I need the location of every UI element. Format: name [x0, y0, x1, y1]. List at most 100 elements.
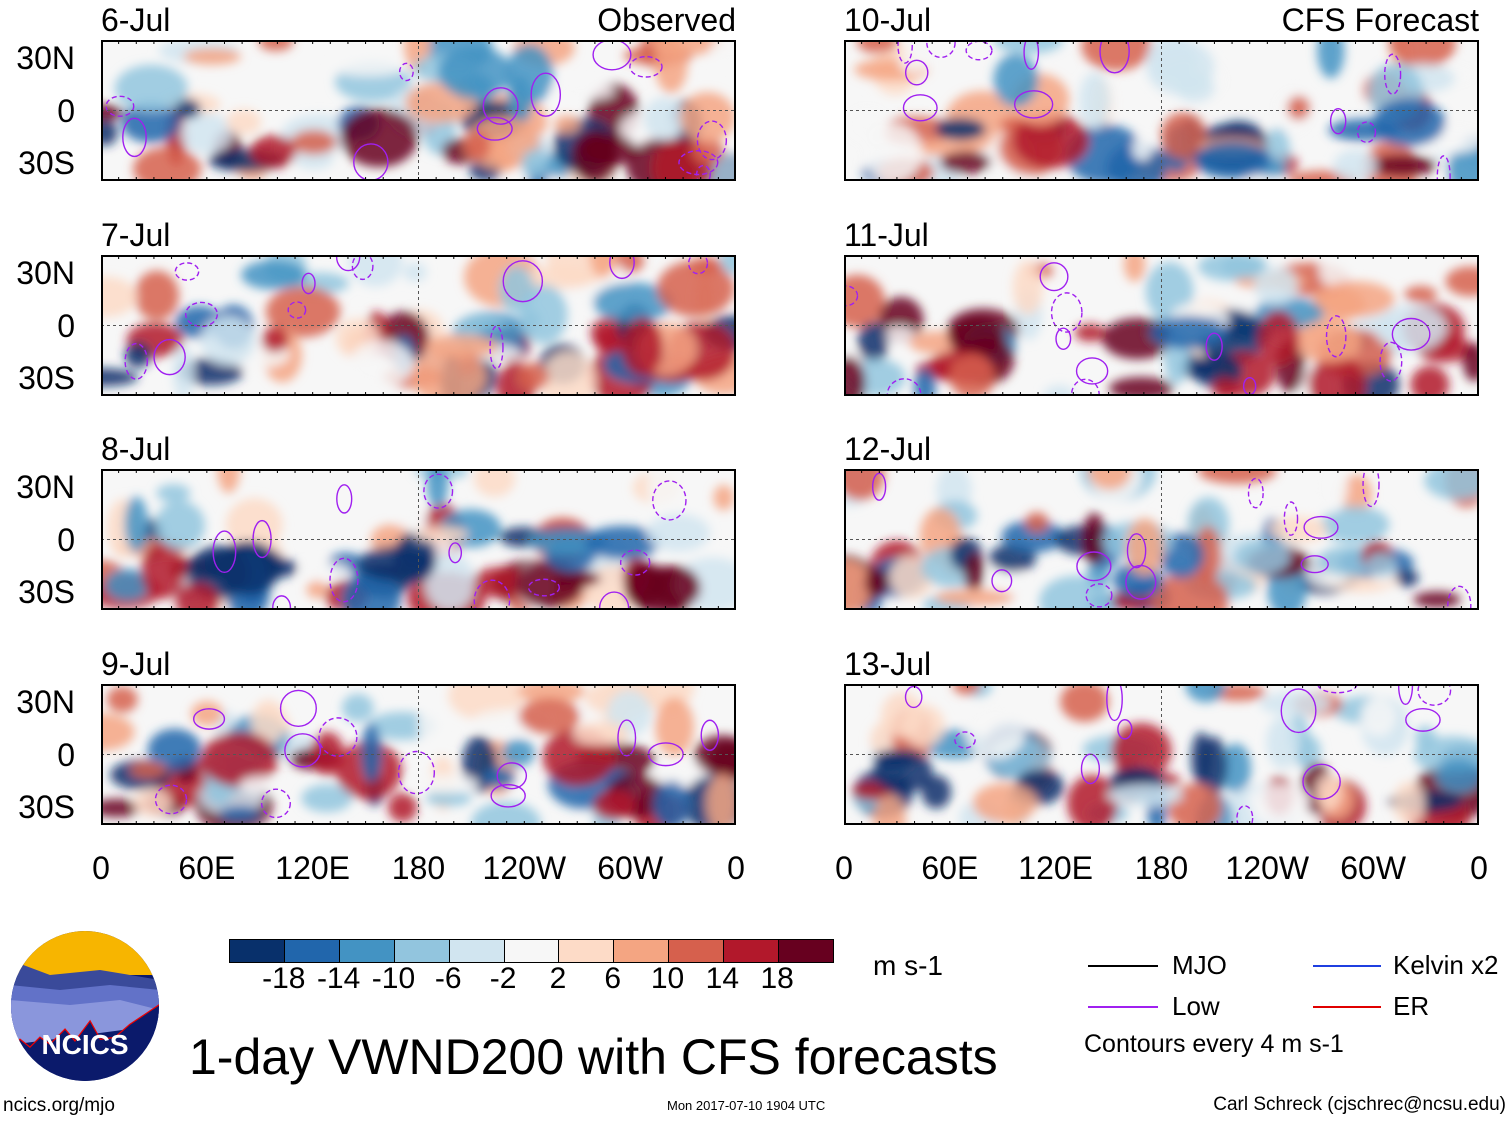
anomaly-blob [1414, 725, 1437, 750]
map-panel [101, 684, 736, 825]
low-contour [192, 708, 226, 730]
anomaly-blob [414, 526, 468, 543]
anomaly-blob [1131, 137, 1153, 162]
low-contour [185, 301, 219, 328]
anomaly-blob [239, 776, 276, 795]
anomaly-blob [1436, 758, 1479, 793]
anomaly-blob [517, 684, 585, 704]
anomaly-blob [172, 344, 195, 396]
panel-date-label: 6-Jul [101, 2, 171, 38]
anomaly-blob [1174, 73, 1216, 103]
anomaly-blob [694, 735, 736, 776]
anomaly-blob [1247, 784, 1311, 817]
low-contour [490, 783, 526, 808]
anomaly-blob [1308, 355, 1366, 396]
low-contour [502, 260, 544, 303]
anomaly-blob [1106, 142, 1168, 181]
anomaly-blob [1107, 784, 1184, 807]
low-contour [619, 549, 651, 576]
anomaly-blob [133, 147, 202, 181]
anomaly-blob [856, 40, 898, 54]
legend-line-low [1088, 1006, 1158, 1008]
anomaly-blob [593, 282, 673, 323]
anomaly-blob [357, 546, 437, 582]
colorbar-swatch [394, 940, 450, 962]
anomaly-blob [1319, 255, 1352, 288]
anomaly-blob [1320, 505, 1390, 544]
anomaly-blob [541, 351, 596, 396]
colorbar-swatch [339, 940, 395, 962]
anomaly-blob [643, 97, 685, 141]
anomaly-blob [646, 513, 711, 552]
lat-tick-label: 30S [18, 789, 75, 825]
lon-tick-label: 180 [391, 850, 446, 886]
anomaly-blob [1360, 696, 1396, 737]
low-contour [1075, 357, 1109, 385]
anomaly-blob [549, 82, 615, 100]
anomaly-blob [300, 562, 350, 579]
anomaly-blob [258, 40, 294, 52]
anomaly-blob [101, 798, 142, 818]
low-contour [1076, 551, 1112, 582]
low-contour [336, 484, 353, 514]
anomaly-blob [473, 469, 516, 497]
anomaly-blob [873, 749, 933, 794]
low-contour [902, 94, 938, 122]
colorbar [229, 939, 834, 963]
low-contour [1303, 515, 1339, 539]
low-contour [482, 87, 519, 125]
lon-tick-label: 60W [1340, 850, 1407, 886]
anomaly-blob [424, 552, 475, 610]
anomaly-blob [1259, 691, 1332, 716]
anomaly-blob [1200, 736, 1228, 795]
anomaly-blob [1012, 113, 1090, 169]
anomaly-blob [340, 108, 418, 168]
anomaly-blob [902, 704, 945, 747]
lon-tick-label: 180 [1134, 850, 1189, 886]
anomaly-blob [1194, 526, 1222, 582]
lat-tick-label: 0 [57, 737, 75, 773]
lat-tick-label: 30S [18, 360, 75, 396]
anomaly-blob [225, 498, 283, 552]
colorbar-swatch [779, 940, 833, 962]
anomaly-blob [654, 40, 688, 94]
anomaly-blob [106, 686, 138, 713]
legend-label-kelvin: Kelvin x2 [1393, 950, 1499, 980]
anomaly-blob [217, 469, 240, 494]
panel-date-label: 8-Jul [101, 431, 171, 467]
anomaly-blob [1211, 377, 1239, 396]
anomaly-blob [124, 496, 149, 553]
anomaly-blob [301, 784, 353, 813]
anomaly-blob [241, 260, 307, 290]
colorbar-tick-label: 14 [705, 962, 740, 995]
low-contour [871, 472, 887, 501]
low-contour [122, 117, 147, 158]
anomaly-blob [412, 774, 480, 794]
low-contour [527, 578, 560, 597]
anomaly-blob [200, 731, 279, 788]
anomaly-blob [331, 57, 406, 77]
low-contour [1447, 585, 1472, 610]
anomaly-blob [155, 500, 206, 551]
anomaly-blob [418, 707, 441, 742]
low-contour [301, 272, 316, 295]
anomaly-blob [101, 368, 139, 387]
anomaly-blob [1413, 591, 1461, 608]
anomaly-blob [1257, 310, 1300, 367]
lat-tick-label: 30S [18, 574, 75, 610]
anomaly-blob [1388, 40, 1456, 69]
anomaly-blob [134, 270, 179, 321]
colorbar-tick-label: 10 [650, 962, 685, 995]
author-credit[interactable]: Carl Schreck (cjschrec@ncsu.edu) [1213, 1094, 1506, 1115]
anomaly-blob [200, 316, 256, 366]
colorbar-tick-label: -6 [434, 962, 462, 995]
low-contour [678, 150, 719, 176]
low-contour [991, 569, 1013, 593]
anomaly-blob [1333, 149, 1378, 181]
website-link[interactable]: ncics.org/mjo [3, 1095, 115, 1116]
low-contour [154, 784, 188, 815]
anomaly-blob [1012, 260, 1043, 315]
anomaly-blob [898, 50, 928, 74]
low-contour [700, 719, 720, 751]
anomaly-blob [1365, 552, 1396, 577]
